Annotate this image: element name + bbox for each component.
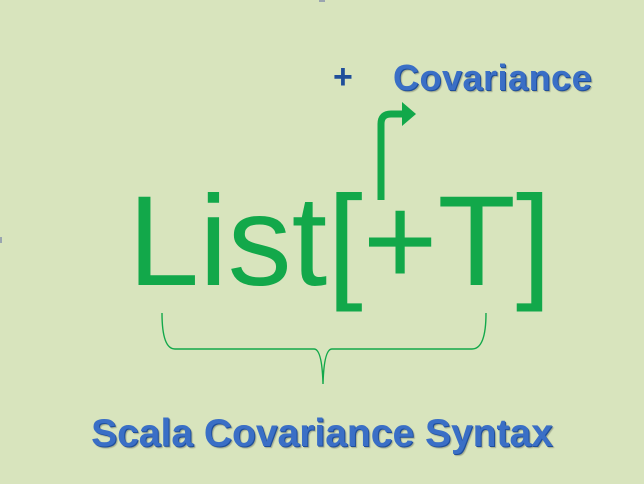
variance-plus-symbol: + [333,58,353,96]
left-edge-mark [0,237,2,243]
syntax-expression: List[+T] [128,170,552,313]
diagram-title: Scala Covariance Syntax [91,412,553,455]
curly-brace-icon [161,312,487,385]
covariance-label: Covariance [393,57,593,98]
top-edge-mark [319,0,325,2]
